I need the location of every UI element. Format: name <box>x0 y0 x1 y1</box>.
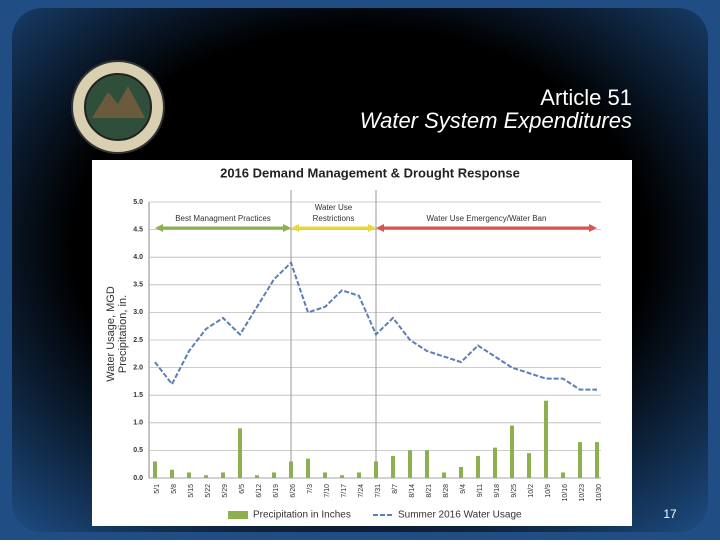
legend-label: Precipitation in Inches <box>253 510 351 521</box>
x-tick-label: 8/7 <box>392 484 399 494</box>
x-tick-label: 9/25 <box>511 484 518 498</box>
logo <box>71 60 165 154</box>
y-tick-label: 0.5 <box>133 447 143 454</box>
phase-label: Water Use Emergency/Water Ban <box>427 214 547 223</box>
bar <box>221 472 225 478</box>
legend-swatch <box>228 511 248 519</box>
x-tick-label: 8/21 <box>426 484 433 498</box>
y-tick-label: 1.0 <box>133 420 143 427</box>
y-tick-label: 0.0 <box>133 475 143 482</box>
x-tick-label: 9/18 <box>494 484 501 498</box>
chart-title: 2016 Demand Management & Drought Respons… <box>220 165 520 180</box>
x-tick-label: 5/15 <box>188 484 195 498</box>
x-tick-label: 10/9 <box>545 484 552 498</box>
bar <box>340 475 344 478</box>
x-tick-label: 10/2 <box>528 484 535 498</box>
chart-panel <box>92 160 632 526</box>
y-tick-label: 3.0 <box>133 309 143 316</box>
x-tick-label: 10/16 <box>562 484 569 502</box>
legend-label: Summer 2016 Water Usage <box>398 510 522 521</box>
x-tick-label: 8/28 <box>443 484 450 498</box>
x-tick-label: 9/11 <box>477 484 484 497</box>
bar <box>204 475 208 478</box>
bar <box>510 425 514 478</box>
bar <box>527 453 531 478</box>
y-tick-label: 4.0 <box>133 254 143 261</box>
x-tick-label: 5/22 <box>205 484 212 498</box>
bar <box>493 447 497 478</box>
bar <box>357 472 361 478</box>
phase-label: Water Use <box>315 203 353 212</box>
y-tick-label: 2.5 <box>133 337 143 344</box>
slide-title: Article 51 <box>540 85 632 110</box>
phase-label: Restrictions <box>313 214 355 223</box>
page-number: 17 <box>663 507 677 521</box>
x-tick-label: 7/17 <box>341 484 348 498</box>
bar <box>323 472 327 478</box>
y-axis-label: Precipitation, in. <box>117 295 129 373</box>
bar <box>238 428 242 478</box>
bar <box>255 475 259 478</box>
x-tick-label: 5/29 <box>222 484 229 498</box>
bar <box>170 469 174 478</box>
x-tick-label: 10/23 <box>579 484 586 502</box>
x-tick-label: 5/8 <box>171 484 178 494</box>
bar <box>306 458 310 478</box>
y-tick-label: 3.5 <box>133 282 143 289</box>
bar <box>561 472 565 478</box>
bar <box>153 461 157 478</box>
bar <box>374 461 378 478</box>
y-tick-label: 5.0 <box>133 199 143 206</box>
x-tick-label: 9/4 <box>460 484 467 494</box>
x-tick-label: 6/26 <box>290 484 297 498</box>
x-tick-label: 7/31 <box>375 484 382 498</box>
y-tick-label: 4.5 <box>133 226 143 233</box>
x-tick-label: 7/3 <box>307 484 314 494</box>
bar <box>578 442 582 478</box>
bar <box>391 455 395 478</box>
bar <box>476 455 480 478</box>
bar <box>544 400 548 478</box>
bar <box>459 466 463 478</box>
x-tick-label: 8/14 <box>409 484 416 498</box>
x-tick-label: 7/24 <box>358 484 365 498</box>
y-tick-label: 2.0 <box>133 364 143 371</box>
slide-subtitle: Water System Expenditures <box>360 108 632 133</box>
phase-label: Best Managment Practices <box>175 214 271 223</box>
bar <box>442 472 446 478</box>
x-tick-label: 6/5 <box>239 484 246 494</box>
bar <box>272 472 276 478</box>
x-tick-label: 10/30 <box>596 484 603 502</box>
bar <box>187 472 191 478</box>
x-tick-label: 6/19 <box>273 484 280 498</box>
bar <box>289 461 293 478</box>
y-tick-label: 1.5 <box>133 392 143 399</box>
bar <box>408 450 412 478</box>
y-axis-label: Water Usage, MGD <box>105 286 117 382</box>
bar <box>425 450 429 478</box>
x-tick-label: 5/1 <box>154 484 161 494</box>
line <box>154 260 597 391</box>
x-tick-label: 7/10 <box>324 484 331 498</box>
bar <box>595 442 599 478</box>
x-tick-label: 6/12 <box>256 484 263 498</box>
